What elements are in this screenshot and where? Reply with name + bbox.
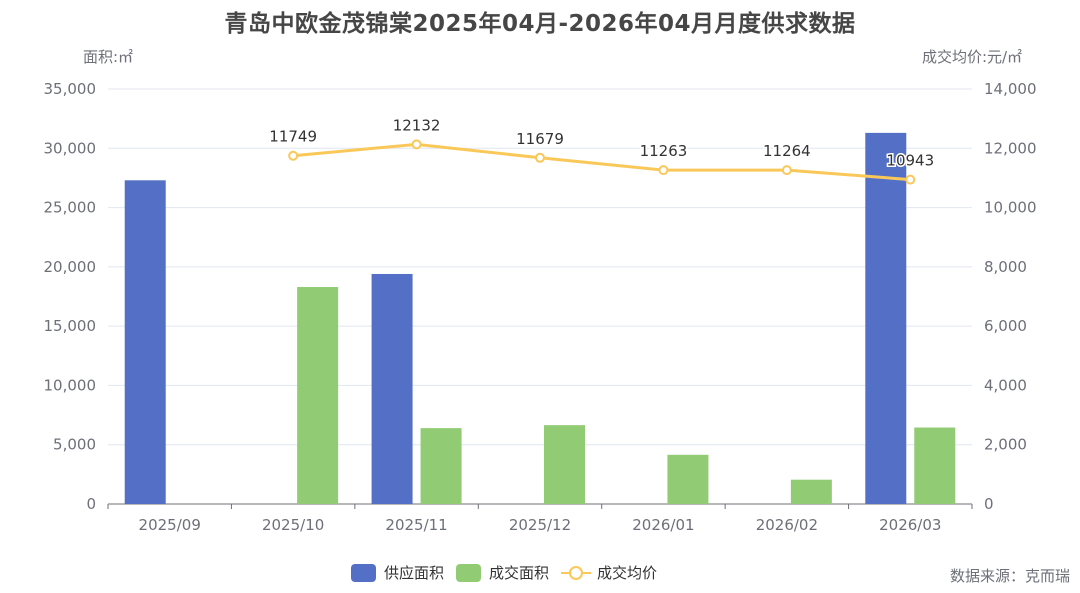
x-tick-label: 2026/02 (756, 516, 818, 534)
y-tick-label: 5,000 (53, 436, 96, 454)
bar-supply-area[interactable] (865, 132, 907, 504)
legend-line-marker-icon (561, 564, 592, 582)
y2-tick-label: 14,000 (984, 80, 1037, 98)
y2-tick-label: 8,000 (984, 258, 1027, 276)
y-tick-label: 30,000 (44, 139, 97, 157)
chart-legend: 供应面积 成交面积 成交均价 (351, 562, 669, 583)
y2-tick-label: 2,000 (984, 436, 1027, 454)
y2-axis-title: 成交均价:元/㎡ (922, 48, 1022, 66)
price-point-marker[interactable] (658, 165, 669, 176)
price-data-label: 11263 (640, 142, 688, 160)
y-tick-label: 10,000 (44, 376, 97, 394)
chart-title: 青岛中欧金茂锦棠2025年04月-2026年04月月度供求数据 (224, 11, 856, 37)
price-line (293, 142, 911, 182)
x-tick-label: 2025/10 (262, 516, 324, 534)
bar-supply-area[interactable] (124, 180, 166, 505)
legend-swatch-deal (456, 563, 482, 582)
y-tick-label: 0 (86, 495, 96, 513)
bar-deal-area[interactable] (297, 287, 339, 504)
y-tick-label: 25,000 (44, 199, 97, 217)
data-source-note: 数据来源：克而瑞 (949, 567, 1070, 585)
bar-supply-area[interactable] (371, 273, 413, 504)
x-tick-label: 2026/01 (632, 516, 694, 534)
x-tick-label: 2025/12 (509, 516, 571, 534)
price-point-marker[interactable] (905, 174, 916, 185)
legend-label-supply: 供应面积 (384, 564, 445, 582)
legend-item-supply[interactable]: 供应面积 (351, 562, 444, 583)
price-point-marker[interactable] (781, 165, 792, 176)
price-point-marker[interactable] (288, 150, 299, 161)
x-tick-label: 2025/09 (139, 516, 201, 534)
price-data-label: 12132 (393, 116, 441, 134)
y2-tick-label: 4,000 (984, 376, 1027, 394)
y2-tick-label: 10,000 (984, 199, 1037, 217)
legend-label-price: 成交均价 (597, 564, 658, 582)
legend-item-price[interactable]: 成交均价 (561, 562, 657, 583)
price-data-label: 11749 (269, 128, 317, 146)
bar-deal-area[interactable] (420, 428, 462, 504)
bar-deal-area[interactable] (544, 425, 585, 504)
price-point-marker[interactable] (535, 152, 545, 163)
bar-deal-area[interactable] (790, 479, 832, 504)
y-tick-label: 20,000 (44, 258, 97, 276)
x-tick-label: 2026/03 (879, 516, 941, 534)
y2-tick-label: 12,000 (984, 139, 1037, 157)
y-axis-title: 面积:㎡ (83, 48, 133, 66)
y2-tick-label: 6,000 (984, 317, 1027, 335)
y-tick-label: 35,000 (44, 80, 97, 98)
legend-label-deal: 成交面积 (489, 564, 550, 582)
price-point-marker[interactable] (411, 139, 422, 150)
legend-item-deal[interactable]: 成交面积 (456, 562, 549, 583)
y-tick-label: 15,000 (44, 317, 97, 335)
bar-deal-area[interactable] (667, 454, 709, 504)
legend-swatch-supply (351, 563, 376, 582)
price-data-label: 11679 (516, 130, 564, 148)
y2-tick-label: 0 (984, 495, 994, 513)
x-tick-label: 2025/11 (385, 516, 447, 534)
bar-deal-area[interactable] (914, 427, 956, 504)
price-data-label: 11264 (763, 142, 811, 160)
price-data-label: 10943 (886, 152, 934, 170)
